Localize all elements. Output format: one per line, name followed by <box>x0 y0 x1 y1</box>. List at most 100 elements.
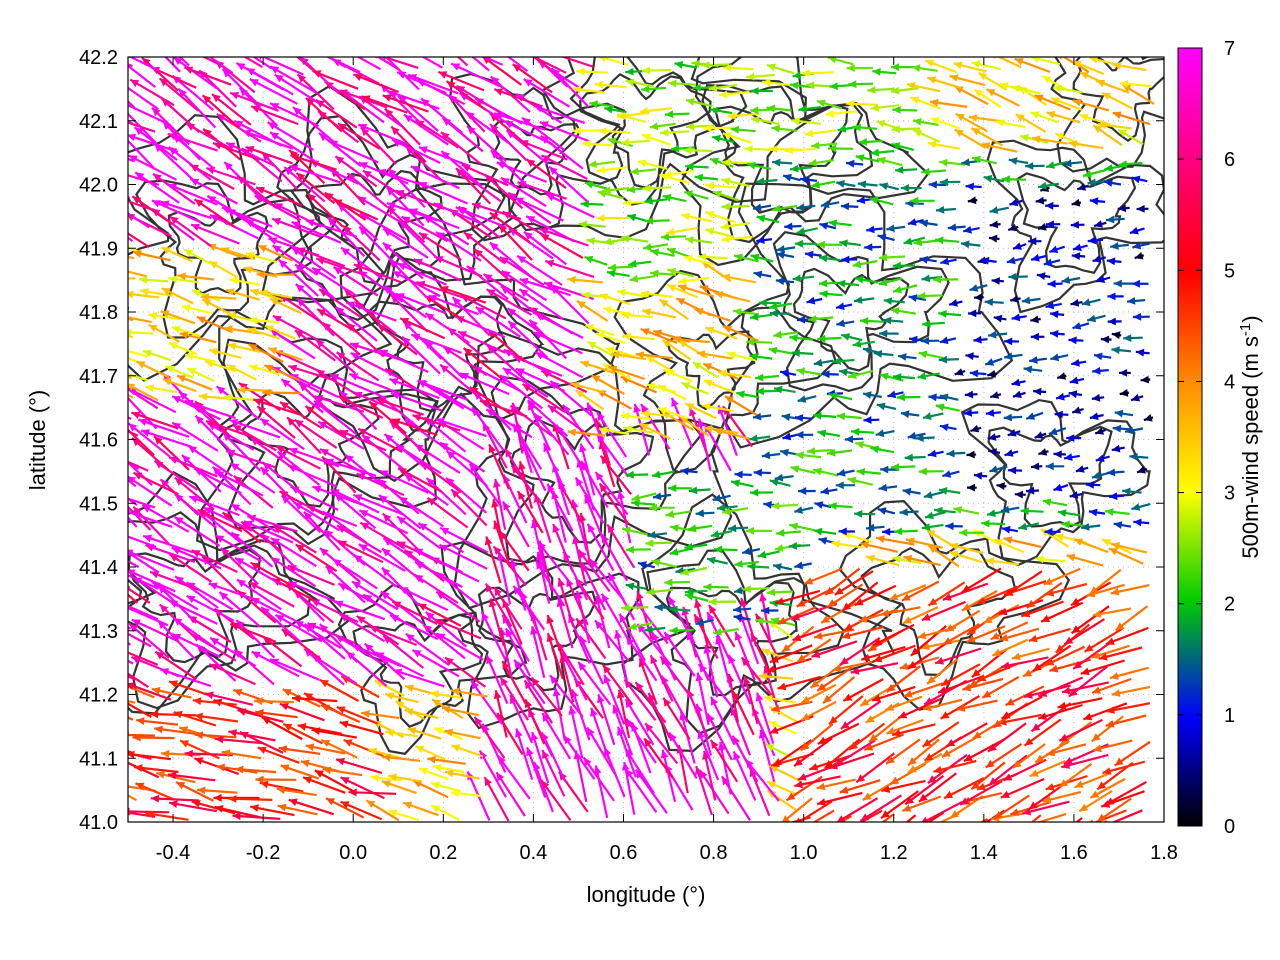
vector-shaft <box>602 664 634 705</box>
wind-vector <box>989 220 1001 229</box>
vector-head <box>250 562 260 570</box>
vector-shaft <box>531 731 550 784</box>
vector-head <box>496 772 505 782</box>
wind-vector <box>935 236 960 245</box>
wind-vector <box>594 619 630 662</box>
wind-vector <box>445 476 488 514</box>
vector-head <box>1046 748 1056 757</box>
vector-head <box>541 780 550 790</box>
wind-vector <box>425 611 468 648</box>
vector-head <box>905 796 915 805</box>
vector-shaft <box>128 218 129 220</box>
wind-vector <box>706 556 728 565</box>
vector-head <box>1109 492 1118 501</box>
wind-vector <box>1008 466 1023 475</box>
vector-head <box>191 800 201 808</box>
vector-head <box>635 682 644 691</box>
wind-vector <box>540 779 572 822</box>
vector-head <box>427 755 436 764</box>
vector-head <box>1026 599 1036 608</box>
vector-head <box>425 611 435 621</box>
wind-vector <box>629 274 656 283</box>
vector-head <box>150 710 159 719</box>
wind-vector <box>495 771 526 817</box>
wind-vector <box>940 257 957 266</box>
wind-vector <box>1114 409 1134 418</box>
vector-head <box>481 612 489 621</box>
wind-vector <box>839 779 881 794</box>
wind-vector <box>524 698 546 745</box>
vector-head <box>684 587 694 596</box>
wind-vector <box>761 451 781 460</box>
vector-head <box>198 392 208 401</box>
vector-head <box>876 402 886 411</box>
wind-vector <box>970 761 1006 791</box>
vector-head <box>1063 757 1073 765</box>
vector-head <box>381 548 391 557</box>
wind-vector <box>325 797 365 819</box>
vector-shaft <box>311 653 358 685</box>
wind-vector <box>1045 645 1085 667</box>
wind-vector <box>987 370 998 378</box>
wind-vector <box>835 797 879 822</box>
vector-head <box>844 623 854 631</box>
wind-vector <box>128 700 136 704</box>
vector-shaft <box>727 673 739 723</box>
wind-vector <box>214 805 261 819</box>
wind-vector <box>753 270 772 279</box>
vector-shaft <box>485 536 502 584</box>
wind-vector <box>941 736 978 758</box>
vector-shaft <box>233 648 275 686</box>
vector-shaft <box>422 624 466 660</box>
vector-head <box>697 730 705 740</box>
vector-shaft <box>573 535 587 587</box>
vector-head <box>160 668 170 676</box>
wind-vector <box>1042 498 1068 507</box>
wind-vector <box>575 617 607 660</box>
vector-head <box>616 689 625 699</box>
vector-head <box>860 698 870 706</box>
vector-head <box>366 800 376 808</box>
vector-head <box>990 632 1000 640</box>
wind-vector <box>1001 525 1018 534</box>
vector-shaft <box>557 598 574 649</box>
wind-vector <box>644 625 666 634</box>
wind-vector <box>859 541 899 553</box>
wind-vector <box>878 483 898 492</box>
wind-vector <box>1085 481 1101 489</box>
wind-vector <box>665 226 699 236</box>
wind-vector <box>340 776 385 800</box>
wind-vector <box>159 668 212 688</box>
wind-vector <box>817 722 860 745</box>
wind-vector <box>816 666 853 692</box>
vector-head <box>644 738 653 748</box>
vector-head <box>796 599 806 607</box>
vector-head <box>108 221 117 229</box>
vector-head <box>766 588 776 597</box>
wind-vector <box>484 582 513 628</box>
vector-head <box>1049 245 1059 253</box>
wind-vector <box>128 733 155 737</box>
vector-head <box>326 798 335 806</box>
vector-head <box>790 465 800 473</box>
vector-head <box>1105 637 1115 645</box>
vector-shaft <box>331 558 378 590</box>
vector-head <box>311 599 321 607</box>
wind-vector <box>920 639 960 651</box>
wind-vector <box>1114 740 1151 767</box>
vector-head <box>1003 413 1012 422</box>
vector-head <box>921 613 931 621</box>
vector-shaft <box>269 658 320 681</box>
vector-shaft <box>483 776 510 822</box>
vector-head <box>734 631 743 641</box>
vector-head <box>596 214 605 222</box>
vector-head <box>1005 698 1015 706</box>
vector-shaft <box>497 551 512 605</box>
wind-vector <box>1050 353 1069 362</box>
vector-shaft <box>261 635 303 668</box>
vector-head <box>255 775 264 784</box>
wind-vector <box>149 710 195 719</box>
vector-shaft <box>413 573 459 604</box>
vector-head <box>1023 669 1033 677</box>
vector-head <box>1059 779 1069 788</box>
